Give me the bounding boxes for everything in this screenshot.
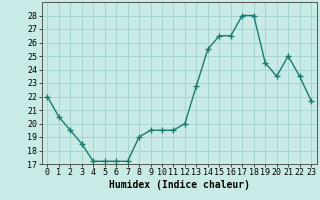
X-axis label: Humidex (Indice chaleur): Humidex (Indice chaleur) <box>109 180 250 190</box>
